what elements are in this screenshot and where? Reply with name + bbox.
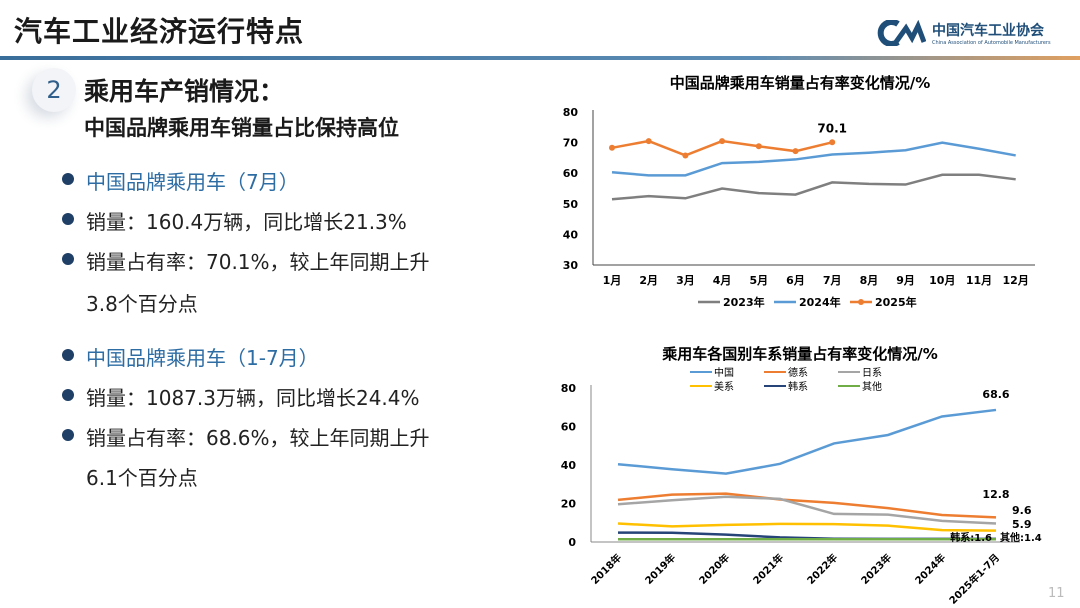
logo-text: 中国汽车工业协会 bbox=[932, 23, 1044, 39]
series-line-2023年 bbox=[611, 173, 1016, 201]
data-label: 9.6 bbox=[1012, 504, 1032, 517]
data-label: 68.6 bbox=[982, 388, 1009, 401]
data-label: 12.8 bbox=[982, 488, 1009, 501]
series-line-中国 bbox=[617, 408, 997, 475]
caam-logo-icon bbox=[877, 20, 926, 46]
logo-subtext: China Association of Automobile Manufact… bbox=[932, 40, 1051, 46]
series-line-韩系 bbox=[617, 531, 996, 541]
y-tick-label: 40 bbox=[563, 228, 579, 241]
x-tick-label: 2018年 bbox=[588, 551, 624, 587]
y-tick-label: 30 bbox=[563, 259, 579, 272]
x-tick-label: 2020年 bbox=[696, 551, 732, 587]
data-point bbox=[682, 152, 689, 159]
legend-label: 韩系 bbox=[788, 380, 808, 393]
legend-label: 2025年 bbox=[875, 295, 917, 309]
x-tick-label: 10月 bbox=[929, 274, 955, 287]
y-tick-label: 70 bbox=[563, 137, 579, 150]
x-tick-label: 2022年 bbox=[804, 551, 840, 587]
series-line-美系 bbox=[617, 522, 997, 532]
y-tick-label: 50 bbox=[563, 198, 579, 211]
bullet-item: 中国品牌乘用车（1-7月） bbox=[62, 342, 319, 371]
bullet-continuation: 6.1个百分点 bbox=[86, 466, 198, 490]
section-number: 2 bbox=[32, 68, 76, 112]
y-tick-label: 60 bbox=[561, 421, 577, 434]
x-tick-label: 2025年1-7月 bbox=[946, 551, 1002, 607]
chart-title: 乘用车各国别车系销量占有率变化情况/% bbox=[661, 345, 938, 363]
y-tick-label: 20 bbox=[561, 498, 577, 511]
legend-label: 中国 bbox=[714, 366, 734, 379]
x-tick-label: 5月 bbox=[749, 274, 768, 287]
logo: 中国汽车工业协会 China Association of Automobile … bbox=[876, 20, 1051, 46]
bullet-continuation: 3.8个百分点 bbox=[86, 292, 198, 316]
chart-title: 中国品牌乘用车销量占有率变化情况/% bbox=[670, 74, 931, 92]
y-tick-label: 60 bbox=[563, 167, 579, 180]
data-point bbox=[645, 138, 652, 145]
x-tick-label: 2021年 bbox=[750, 551, 786, 587]
x-tick-label: 1月 bbox=[603, 274, 622, 287]
data-label: 70.1 bbox=[817, 121, 847, 135]
x-tick-label: 6月 bbox=[786, 274, 805, 287]
data-label: 5.9 bbox=[1012, 518, 1032, 531]
page-title: 汽车工业经济运行特点 bbox=[14, 15, 305, 48]
series-line-德系 bbox=[617, 492, 997, 519]
china-brand-share-chart: 中国品牌乘用车销量占有率变化情况/% 30 40 50 60 70 80 1月 2月 3月 4月 5月… bbox=[563, 74, 1035, 309]
legend-marker bbox=[858, 299, 864, 305]
legend-label: 美系 bbox=[714, 380, 734, 393]
legend-label: 其他 bbox=[862, 380, 882, 393]
data-label: 韩系:1.6 bbox=[950, 531, 992, 544]
y-tick-label: 80 bbox=[561, 382, 577, 395]
bullet-item: 销量：160.4万辆，同比增长21.3% bbox=[62, 206, 407, 235]
bullet-item: 销量占有率：70.1%，较上年同期上升 bbox=[62, 246, 430, 275]
x-tick-label: 7月 bbox=[823, 274, 842, 287]
data-label: 其他:1.4 bbox=[1000, 531, 1042, 544]
data-point bbox=[609, 144, 615, 151]
legend-label: 德系 bbox=[788, 366, 808, 379]
data-point bbox=[755, 143, 762, 150]
country-share-chart: 乘用车各国别车系销量占有率变化情况/% 0 20 40 60 80 2018年 2019年 20… bbox=[561, 345, 1042, 607]
x-tick-label: 2月 bbox=[639, 274, 658, 287]
page-number: 11 bbox=[1048, 586, 1065, 601]
x-tick-label: 8月 bbox=[860, 274, 879, 287]
x-tick-label: 11月 bbox=[966, 274, 992, 287]
header-divider bbox=[0, 56, 1080, 60]
x-tick-label: 9月 bbox=[896, 274, 915, 287]
legend-label: 2024年 bbox=[799, 295, 841, 309]
x-tick-label: 2024年 bbox=[912, 551, 948, 587]
data-point bbox=[719, 138, 726, 145]
bullet-item: 销量占有率：68.6%，较上年同期上升 bbox=[62, 422, 430, 451]
y-tick-label: 80 bbox=[563, 106, 579, 119]
x-tick-label: 4月 bbox=[713, 274, 732, 287]
legend-label: 日系 bbox=[862, 367, 882, 379]
section-heading: 乘用车产销情况： bbox=[84, 77, 285, 106]
bullet-item: 销量：1087.3万辆，同比增长24.4% bbox=[62, 382, 420, 411]
section-subheading: 中国品牌乘用车销量占比保持高位 bbox=[84, 116, 399, 140]
data-point bbox=[829, 139, 836, 146]
series-line-2024年 bbox=[611, 141, 1016, 177]
x-tick-label: 12月 bbox=[1003, 274, 1029, 287]
y-tick-label: 0 bbox=[568, 536, 576, 549]
bullet-item: 中国品牌乘用车（7月） bbox=[62, 166, 299, 195]
legend-label: 2023年 bbox=[723, 295, 765, 309]
series-line-日系 bbox=[617, 495, 997, 525]
data-point bbox=[792, 148, 799, 155]
x-tick-label: 2023年 bbox=[858, 551, 894, 587]
x-tick-label: 2019年 bbox=[642, 551, 678, 587]
y-tick-label: 40 bbox=[561, 459, 577, 472]
x-tick-label: 3月 bbox=[676, 274, 695, 287]
